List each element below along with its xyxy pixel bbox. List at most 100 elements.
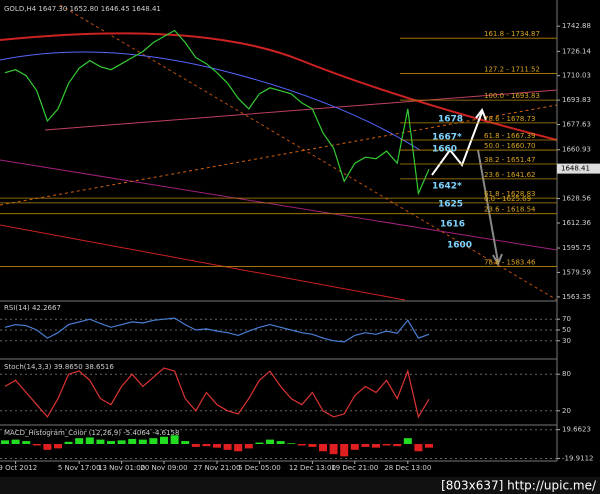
- histogram-bar: [191, 444, 200, 447]
- price-line: [4, 317, 430, 343]
- y-tick-label: 1693.83: [562, 96, 591, 104]
- x-tick-label: 12 Dec 13:00: [289, 464, 336, 472]
- panel-title: RSI(14) 42.2667: [4, 304, 61, 312]
- fib-label: 50.0 - 1660.70: [484, 142, 536, 150]
- histogram-bar: [22, 441, 31, 444]
- histogram-bar: [244, 444, 253, 449]
- y-tick-label: 80: [562, 370, 571, 378]
- y-tick-label: 1579.59: [562, 268, 591, 276]
- trend-lines: [0, 4, 558, 301]
- price-line: [4, 367, 430, 419]
- level-annotation: 1667*: [432, 133, 462, 143]
- histogram-bar: [372, 444, 380, 448]
- fib-label: 61.8 - 1667.39: [484, 132, 536, 140]
- histogram-bar: [308, 444, 317, 447]
- x-tick-label: 5 Dec 05:00: [238, 464, 281, 472]
- x-tick-label: 28 Dec 13:00: [384, 464, 431, 472]
- histogram-bar: [43, 444, 52, 450]
- histogram-bar: [117, 440, 126, 444]
- histogram-bar: [128, 438, 137, 444]
- histogram-bar: [297, 444, 306, 446]
- histogram-bar: [393, 444, 402, 447]
- forecast-arrows: [431, 107, 503, 267]
- histogram-bar: [266, 439, 274, 444]
- x-tick-label: 5 Nov 17:00: [58, 464, 101, 472]
- histogram-bar: [403, 438, 412, 444]
- histogram-bar: [1, 440, 9, 444]
- y-tick-label: 1612.36: [562, 219, 591, 227]
- moving-average: [0, 32, 558, 141]
- histogram-bar: [213, 444, 221, 448]
- arrow-head: [492, 253, 503, 267]
- fib-label: 100.0 - 1693.83: [484, 92, 540, 100]
- trend-line: [59, 4, 558, 301]
- x-tick-label: 27 Nov 21:00: [193, 464, 240, 472]
- histogram-bar: [382, 444, 391, 446]
- x-tick-label: 29 Oct 2012: [0, 464, 37, 472]
- histogram-bar: [340, 444, 349, 457]
- y-tick-label: 30: [562, 337, 571, 345]
- level-annotation: 1616: [440, 220, 465, 230]
- panel-title: MACD_Histogram_Color (12,26,9) -5.4064 -…: [4, 429, 179, 437]
- arrow-head: [475, 107, 487, 121]
- histogram-bar: [425, 444, 433, 448]
- y-tick-label: 1595.75: [562, 244, 591, 252]
- x-tick-label: 13 Nov 01:00: [98, 464, 145, 472]
- x-tick-label: 20 Nov 09:00: [140, 464, 187, 472]
- histogram-bar: [234, 444, 243, 452]
- histogram-bar: [32, 444, 41, 446]
- histogram-bar: [170, 435, 179, 444]
- level-annotation: 1625: [438, 200, 463, 210]
- x-tick-label: 19 Dec 21:00: [331, 464, 378, 472]
- histogram-bar: [202, 444, 211, 447]
- y-tick-label: 1710.03: [562, 72, 591, 80]
- histogram-bar: [276, 441, 285, 444]
- trend-line: [0, 224, 406, 301]
- panel-title: Stoch(14,3,3) 39.8650 38.6516: [4, 363, 114, 371]
- histogram-bar: [85, 437, 94, 444]
- y-tick-label: -19.9112: [562, 454, 593, 462]
- y-tick-label: 1726.14: [562, 47, 591, 55]
- fib-label: 61.8 - 1628.83: [484, 190, 536, 198]
- histogram-bar: [255, 442, 264, 444]
- level-annotation: 1642*: [432, 182, 462, 192]
- footer-bar: [0, 477, 600, 494]
- arrow: [431, 111, 483, 176]
- trend-line: [44, 89, 558, 131]
- fib-label: 127.2 - 1711.52: [484, 65, 540, 73]
- histogram-bar: [329, 444, 338, 455]
- fib-label: 78.6 - 1583.46: [484, 259, 536, 267]
- histogram-bar: [414, 444, 423, 452]
- histogram-bar: [75, 438, 84, 444]
- histogram-bar: [96, 439, 105, 444]
- y-tick-label: 50: [562, 326, 571, 334]
- y-tick-label: 1677.63: [562, 121, 591, 129]
- y-tick-label: 1742.88: [562, 22, 591, 30]
- last-price-box: [557, 163, 600, 174]
- histogram-bar: [64, 441, 73, 444]
- level-annotation: 1600: [447, 241, 472, 251]
- histogram-bar: [319, 444, 327, 452]
- arrow: [477, 149, 499, 263]
- histogram-bar: [11, 439, 20, 444]
- histogram-bar: [138, 439, 147, 444]
- histogram-bar: [149, 438, 158, 444]
- fib-label: 161.8 - 1734.87: [484, 30, 540, 38]
- y-tick-label: 1563.35: [562, 293, 591, 301]
- fib-label: 23.6 - 1618.54: [484, 206, 536, 214]
- histogram-bar: [287, 443, 296, 444]
- level-annotation: 1678: [438, 115, 463, 125]
- y-tick-label: 1660.93: [562, 146, 591, 154]
- fib-label: 38.2 - 1651.47: [484, 156, 536, 164]
- histogram-bar: [160, 436, 168, 444]
- histogram-bar: [54, 444, 62, 449]
- fib-label: 78.6 - 1678.73: [484, 115, 536, 123]
- histogram-bar: [181, 441, 190, 444]
- chart-title: GOLD,H4 1647.30 1652.80 1646.45 1648.41: [4, 5, 161, 13]
- histogram-bar: [361, 444, 370, 447]
- moving-average: [0, 51, 421, 151]
- histogram-bar: [223, 444, 232, 450]
- y-tick-label: 1628.56: [562, 195, 591, 203]
